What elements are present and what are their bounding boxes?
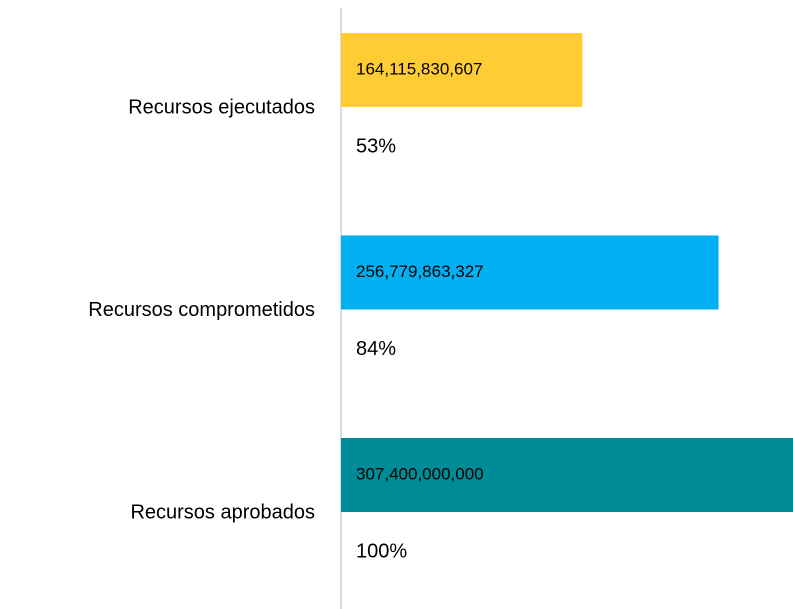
category-label: Recursos aprobados [130, 501, 315, 523]
value-label: 164,115,830,607 [356, 59, 482, 78]
category-label: Recursos ejecutados [128, 96, 315, 118]
bar [341, 235, 719, 310]
bar [341, 33, 583, 107]
share-label: 53% [356, 135, 396, 157]
value-label: 307,400,000,000 [356, 464, 484, 483]
share-label: 100% [356, 540, 407, 562]
category-label: Recursos comprometidos [88, 299, 315, 321]
bar [341, 438, 793, 512]
share-label: 84% [356, 338, 396, 360]
value-label: 256,779,863,327 [356, 262, 484, 281]
